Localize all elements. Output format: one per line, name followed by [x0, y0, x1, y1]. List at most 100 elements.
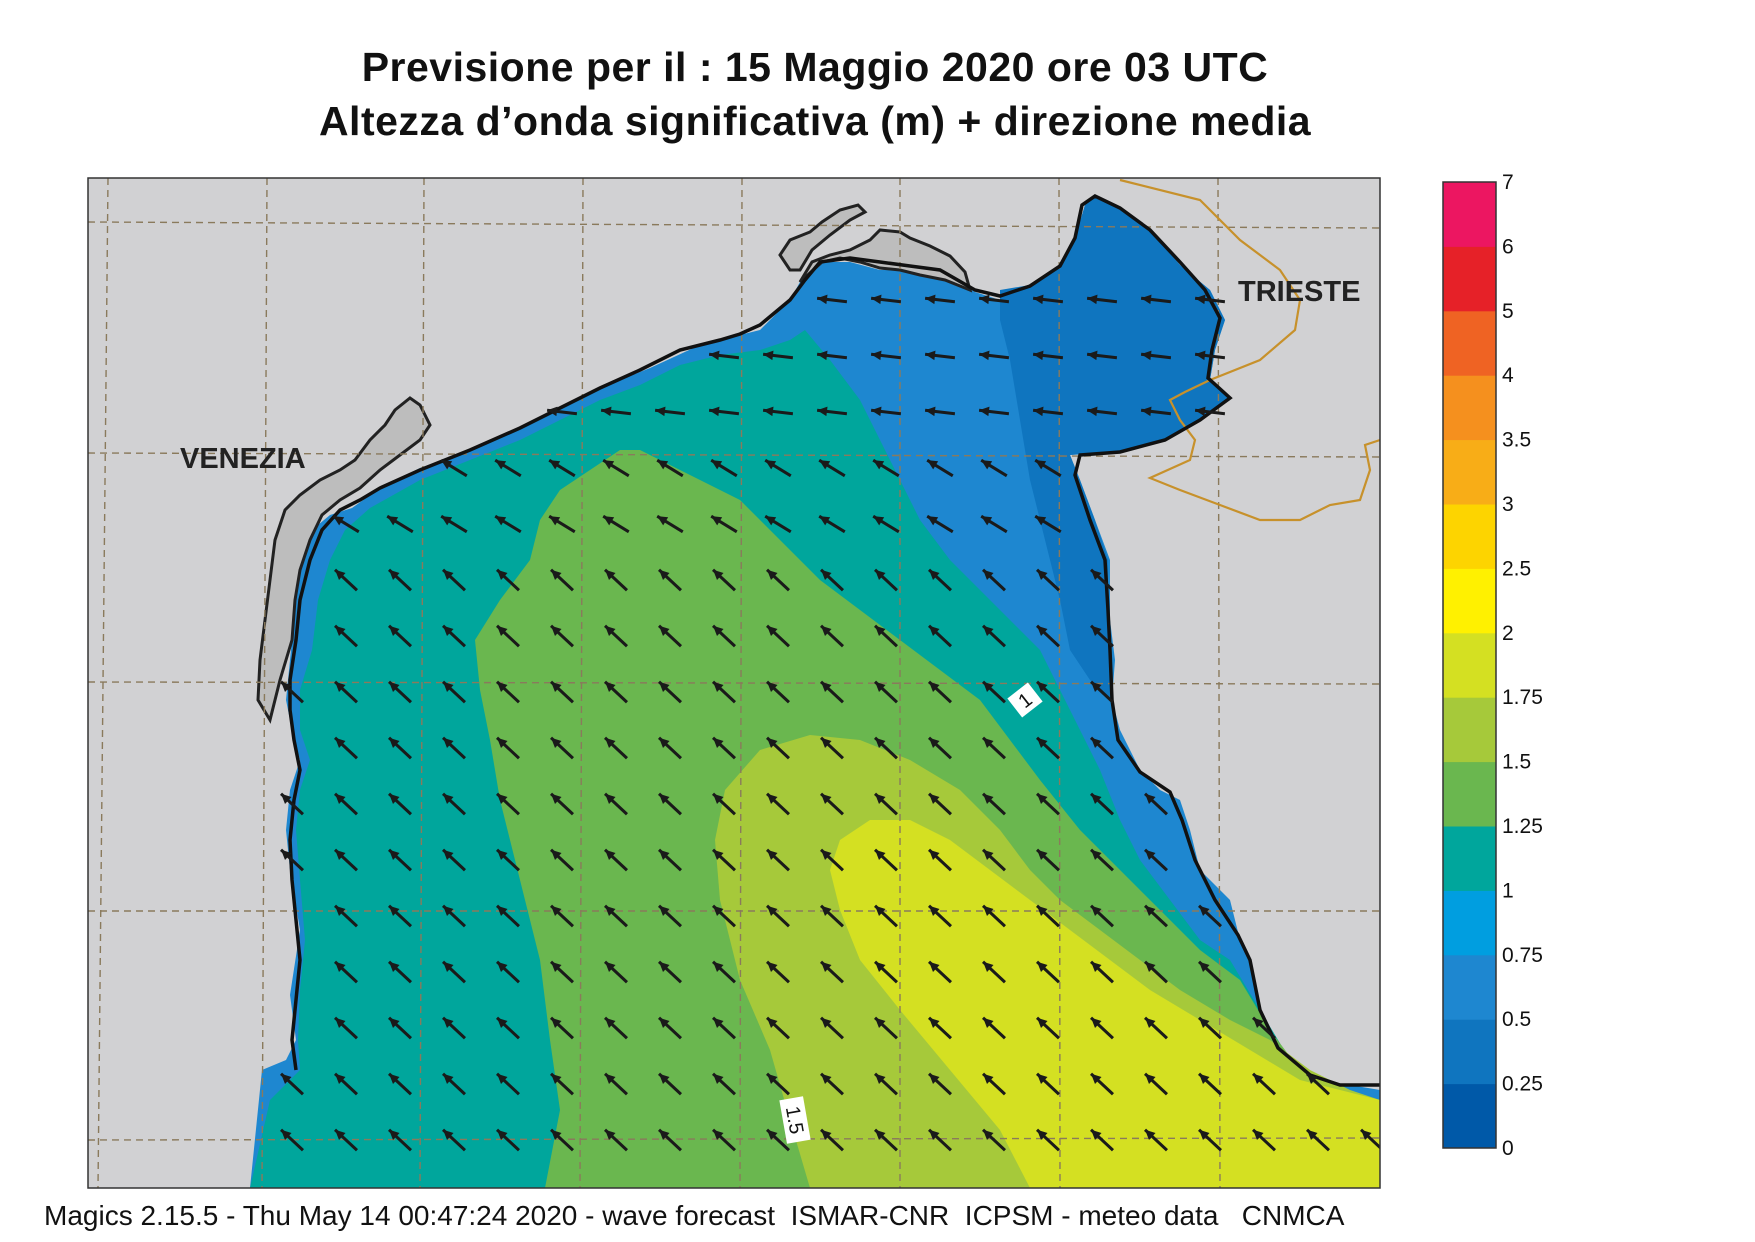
colorbar: 7 6 5 4 3.5 3 2.5 2 1.75 1.5 1.25 1 0.75 0.5 0.25 0 — [1442, 171, 1543, 1160]
direction-arrow-head — [1141, 350, 1152, 361]
direction-arrow-head — [875, 905, 886, 917]
direction-arrow-head — [497, 1017, 508, 1029]
direction-arrow-head — [551, 737, 562, 749]
direction-arrow-head — [443, 1017, 454, 1029]
direction-arrow-head — [281, 793, 292, 805]
direction-arrow-head — [551, 1073, 562, 1085]
direction-arrow-head — [335, 1129, 346, 1141]
direction-arrow-head — [659, 849, 670, 861]
direction-arrow-head — [1037, 1017, 1048, 1029]
direction-arrow-head — [551, 1129, 562, 1141]
colorbar-band — [1443, 439, 1496, 505]
direction-arrow-head — [1141, 406, 1152, 417]
direction-arrow-head — [389, 569, 400, 581]
colorbar-tick-label: 1.75 — [1502, 686, 1543, 709]
direction-arrow-head — [443, 625, 454, 637]
direction-arrow-head — [1087, 406, 1098, 417]
direction-arrow-head — [659, 681, 670, 693]
direction-arrow-head — [441, 516, 453, 526]
direction-arrow-head — [1037, 849, 1048, 861]
direction-arrow-head — [659, 1129, 670, 1141]
direction-arrow-head — [1037, 569, 1048, 581]
colorbar-band — [1443, 182, 1496, 247]
direction-arrow-head — [709, 406, 720, 417]
direction-arrow-head — [603, 460, 615, 470]
direction-arrow-head — [549, 460, 561, 470]
direction-arrow-head — [1087, 350, 1098, 361]
direction-arrow-head — [875, 681, 886, 693]
direction-arrow-head — [1091, 849, 1102, 861]
direction-arrow-head — [389, 1073, 400, 1085]
lagoon-venezia — [256, 396, 432, 724]
direction-arrow-head — [875, 569, 886, 581]
direction-arrow-head — [659, 1017, 670, 1029]
colorbar-band — [1443, 826, 1496, 891]
direction-arrow-head — [1087, 294, 1098, 305]
direction-arrow-head — [389, 961, 400, 973]
direction-arrow-head — [1199, 1073, 1210, 1085]
direction-arrow-head — [1091, 1017, 1102, 1029]
sea-region-0.5 — [1000, 196, 1230, 700]
direction-arrow-head — [1037, 905, 1048, 917]
direction-arrow-head — [1145, 905, 1156, 917]
direction-arrow-head — [551, 569, 562, 581]
direction-arrow-head — [1145, 1129, 1156, 1141]
direction-arrow-head — [979, 294, 990, 305]
direction-arrow-head — [821, 569, 832, 581]
map-subtitle: Altezza d’onda significativa (m) + direz… — [318, 98, 1312, 144]
direction-arrow-head — [981, 460, 993, 470]
direction-arrow-head — [659, 905, 670, 917]
direction-arrow-head — [333, 516, 345, 526]
direction-arrow-head — [871, 350, 882, 361]
direction-arrow-head — [929, 569, 940, 581]
colorbar-band — [1443, 890, 1496, 956]
direction-arrow-head — [1195, 294, 1206, 305]
direction-arrow-head — [443, 961, 454, 973]
direction-arrow-head — [335, 961, 346, 973]
direction-arrow-head — [1037, 625, 1048, 637]
direction-arrow-head — [659, 793, 670, 805]
direction-arrow-head — [929, 737, 940, 749]
direction-arrow-head — [281, 849, 292, 861]
direction-arrow-head — [709, 350, 720, 361]
direction-arrow-head — [1037, 681, 1048, 693]
direction-arrow-head — [767, 625, 778, 637]
direction-arrow-head — [605, 737, 616, 749]
direction-arrow-head — [821, 737, 832, 749]
direction-arrow-head — [497, 569, 508, 581]
direction-arrow-head — [495, 516, 507, 526]
direction-arrow-head — [1037, 961, 1048, 973]
colorbar-tick-label: 0.25 — [1502, 1073, 1543, 1096]
direction-arrow-head — [1253, 1017, 1264, 1029]
direction-arrow-head — [335, 905, 346, 917]
direction-arrow-head — [929, 1017, 940, 1029]
direction-arrow-head — [983, 849, 994, 861]
direction-arrow-head — [925, 294, 936, 305]
direction-arrow-head — [443, 1129, 454, 1141]
direction-arrow-head — [605, 1129, 616, 1141]
direction-arrow-head — [873, 516, 885, 526]
direction-arrow-head — [875, 961, 886, 973]
direction-arrow-head — [389, 1017, 400, 1029]
direction-arrow-head — [929, 961, 940, 973]
direction-arrow-head — [767, 1073, 778, 1085]
direction-arrow-head — [389, 905, 400, 917]
direction-arrow-head — [1361, 1129, 1372, 1141]
direction-arrow-head — [605, 905, 616, 917]
colorbar-tick-label: 2 — [1502, 622, 1514, 645]
direction-arrow-head — [1091, 1129, 1102, 1141]
direction-arrow-head — [711, 516, 723, 526]
direction-arrow-head — [821, 625, 832, 637]
colorbar-band — [1443, 1083, 1496, 1149]
direction-arrow-head — [443, 905, 454, 917]
direction-arrow-head — [387, 516, 399, 526]
direction-arrow-head — [1091, 961, 1102, 973]
direction-arrow-head — [767, 793, 778, 805]
colorbar-tick-label: 5 — [1502, 300, 1514, 323]
direction-arrow-head — [1037, 793, 1048, 805]
direction-arrow-head — [335, 737, 346, 749]
direction-arrow-head — [983, 1017, 994, 1029]
colorbar-tick-label: 1.25 — [1502, 815, 1543, 838]
direction-arrow-head — [1307, 1129, 1318, 1141]
direction-arrow-head — [389, 1129, 400, 1141]
